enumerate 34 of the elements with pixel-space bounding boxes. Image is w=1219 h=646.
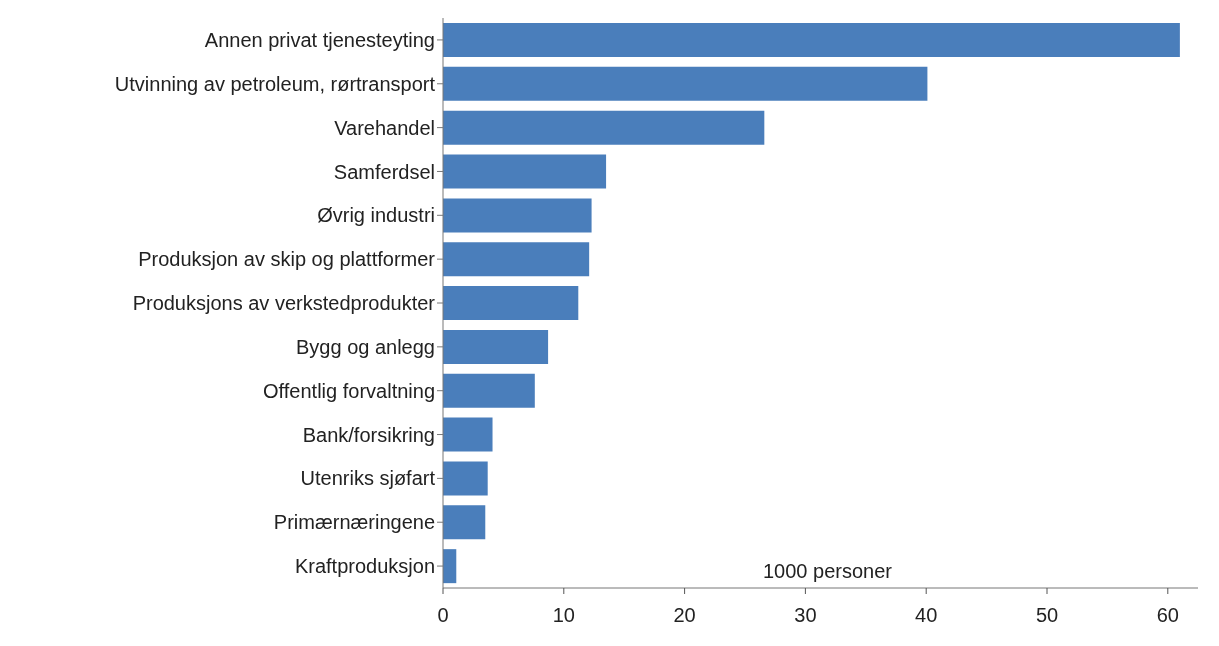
y-tick-label: Annen privat tjenesteyting: [204, 29, 435, 52]
bar: [443, 23, 1180, 57]
y-tick-label: Utvinning av petroleum, rørtransport: [114, 72, 436, 95]
bar: [443, 198, 592, 233]
x-tick-label: 20: [673, 604, 696, 627]
y-tick-label: Samferdsel: [333, 160, 435, 183]
y-tick-label: Produksjon av skip og plattformer: [138, 248, 436, 271]
x-tick-label: 40: [915, 604, 938, 627]
y-tick-label: Bygg og anlegg: [295, 335, 435, 358]
bar: [443, 549, 457, 584]
bar: [443, 154, 607, 189]
x-tick-label: 30: [794, 604, 817, 627]
bar: [443, 461, 488, 496]
y-tick-label: Offentlig forvaltning: [263, 379, 435, 402]
bar: [443, 286, 579, 321]
y-tick-label: Bank/forsikring: [302, 423, 435, 446]
bar: [443, 505, 486, 540]
y-tick-label: Utenriks sjøfart: [300, 467, 436, 490]
bar: [443, 242, 590, 277]
y-tick-label: Primærnæringene: [273, 511, 435, 534]
y-tick-label: Produksjons av verkstedprodukter: [132, 292, 436, 315]
x-tick-label: 50: [1035, 604, 1059, 627]
y-tick-label: Varehandel: [334, 116, 435, 139]
x-tick-label: 0: [437, 604, 449, 627]
bar: [443, 66, 928, 101]
annotation: 1000 personer: [763, 560, 892, 583]
bar: [443, 373, 535, 408]
bar: [443, 329, 549, 364]
bar: [443, 110, 765, 145]
bar: [443, 417, 493, 452]
x-tick-label: 10: [552, 604, 575, 627]
y-tick-label: Kraftproduksjon: [294, 555, 435, 578]
x-tick-label: 60: [1156, 604, 1179, 627]
y-tick-label: Øvrig industri: [317, 204, 435, 227]
